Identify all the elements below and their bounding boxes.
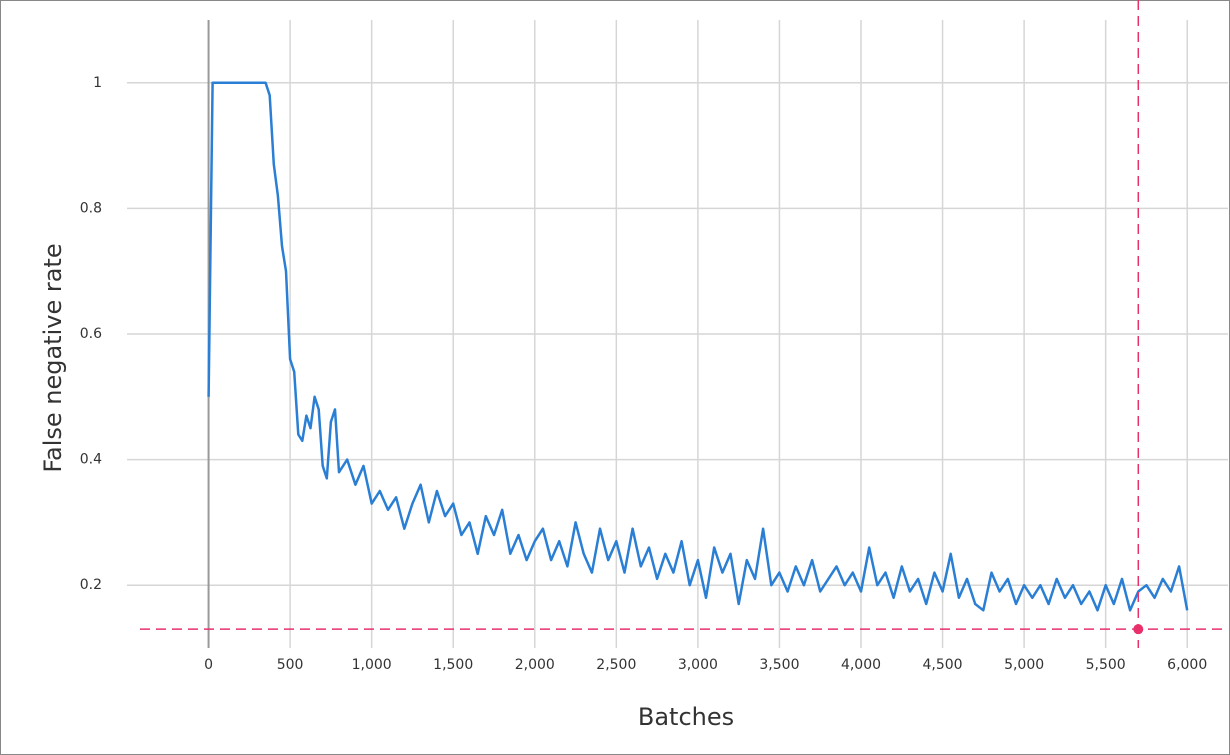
y-tick-label: 0.2 xyxy=(80,577,102,593)
x-tick-label: 5,500 xyxy=(1086,657,1126,673)
x-tick-label: 4,000 xyxy=(841,657,881,673)
x-axis-title: Batches xyxy=(638,703,734,731)
y-tick-label: 0.4 xyxy=(80,452,102,468)
x-tick-label: 1,500 xyxy=(433,657,473,673)
x-tick-label: 500 xyxy=(277,657,304,673)
x-tick-label: 4,500 xyxy=(923,657,963,673)
x-tick-label: 6,000 xyxy=(1167,657,1207,673)
x-tick-label: 5,000 xyxy=(1004,657,1044,673)
x-tick-label: 2,500 xyxy=(596,657,636,673)
x-tick-label: 2,000 xyxy=(515,657,555,673)
reference-point xyxy=(1133,624,1144,635)
y-tick-label: 0.8 xyxy=(80,200,102,216)
x-tick-label: 3,500 xyxy=(759,657,799,673)
data-line xyxy=(207,81,1189,612)
x-tick-label: 1,000 xyxy=(352,657,392,673)
x-tick-label: 3,000 xyxy=(678,657,718,673)
y-axis-title: False negative rate xyxy=(39,243,67,472)
x-tick-label: 0 xyxy=(204,657,213,673)
y-tick-label: 1 xyxy=(93,75,102,91)
y-tick-label: 0.6 xyxy=(80,326,102,342)
